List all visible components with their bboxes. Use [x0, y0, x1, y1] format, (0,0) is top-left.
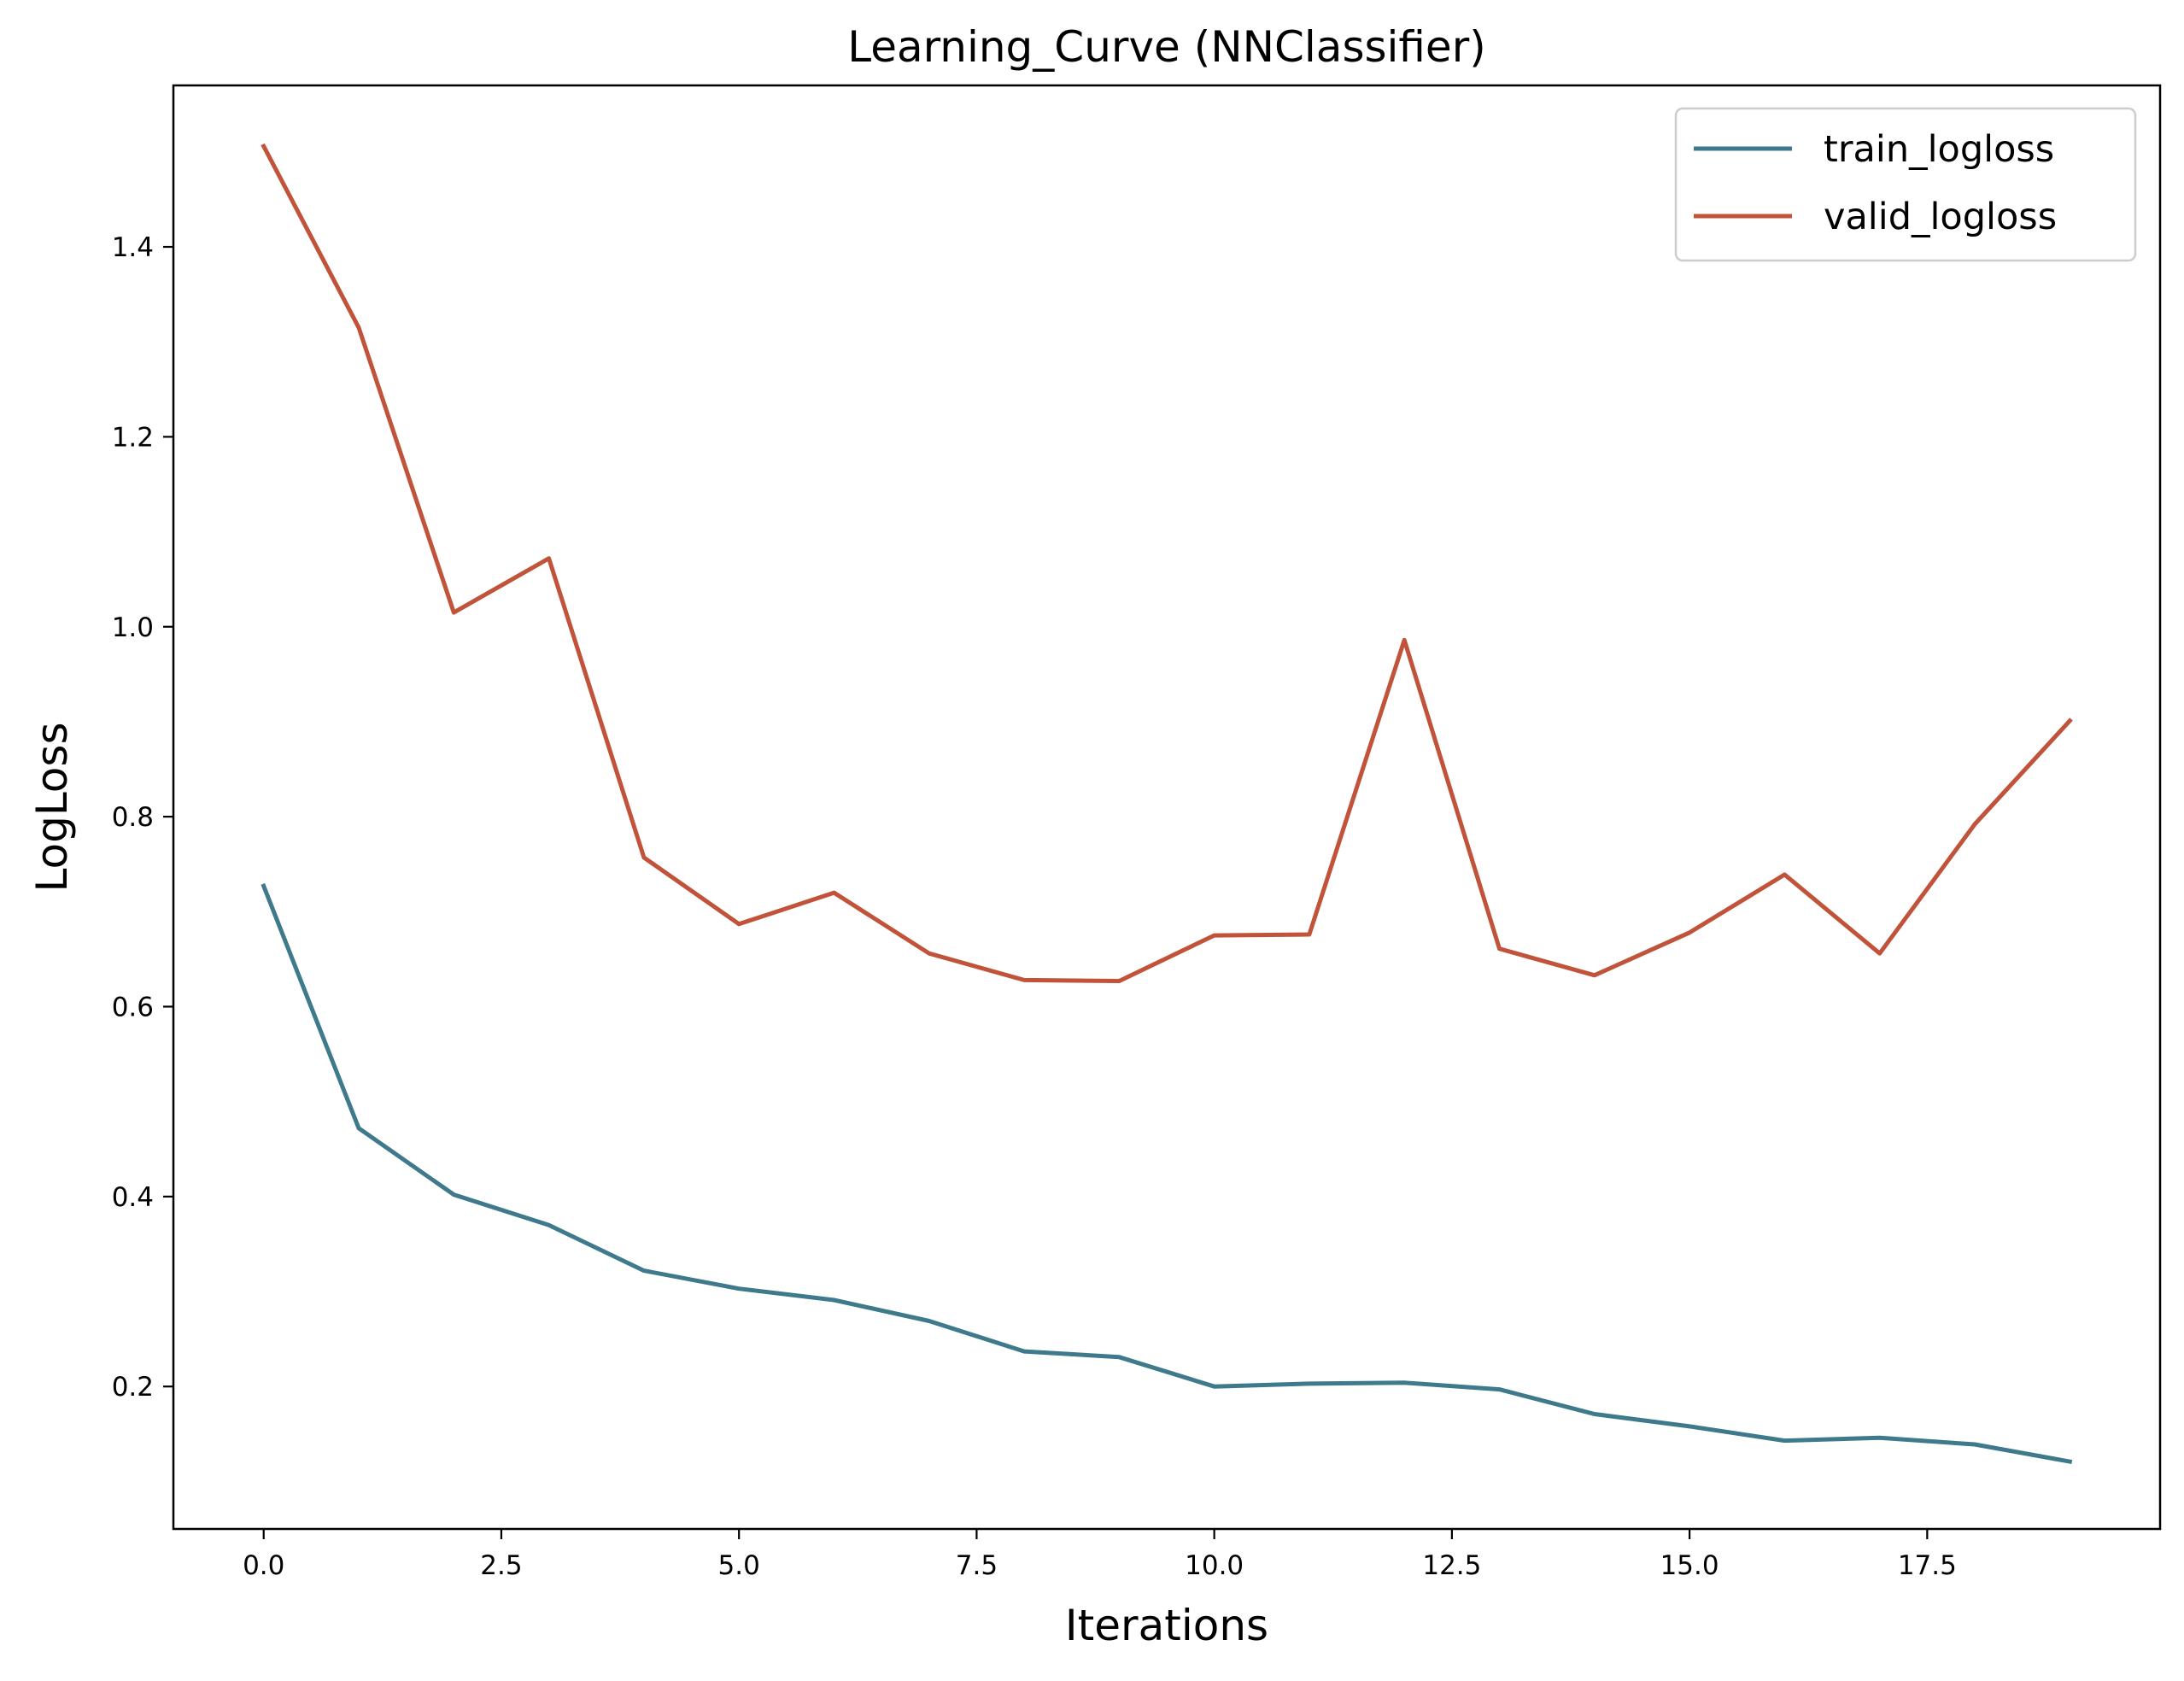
series-line-train-logloss: [261, 883, 2073, 1465]
x-tick-label: 5.0: [718, 1550, 760, 1581]
y-axis-label: LogLoss: [27, 723, 77, 893]
y-tick-label: 0.8: [112, 802, 154, 833]
legend-label-valid: valid_logloss: [1824, 196, 2057, 238]
plot-area-frame: [172, 84, 2162, 1531]
series-line-valid-logloss: [261, 143, 2073, 983]
y-axis-ticks: 0.2 0.4 0.6 0.8 1.0 1.2 1.4: [112, 232, 173, 1403]
y-tick-label: 0.4: [112, 1182, 154, 1213]
x-axis-ticks: 0.0 2.5 5.0 7.5 10.0 12.5 15.0 17.5: [243, 1529, 1957, 1581]
x-tick-label: 17.5: [1898, 1550, 1957, 1581]
y-tick-label: 1.0: [112, 612, 154, 643]
y-tick-label: 0.6: [112, 992, 154, 1022]
x-tick-label: 0.0: [243, 1550, 284, 1581]
x-tick-label: 15.0: [1660, 1550, 1719, 1581]
x-tick-label: 10.0: [1185, 1550, 1244, 1581]
legend-label-train: train_logloss: [1824, 128, 2054, 171]
y-tick-label: 0.2: [112, 1372, 154, 1403]
x-axis-label: Iterations: [1065, 1601, 1268, 1650]
x-tick-label: 12.5: [1422, 1550, 1481, 1581]
y-tick-label: 1.4: [112, 232, 154, 263]
legend: train_logloss valid_logloss: [1674, 107, 2137, 262]
y-tick-label: 1.2: [112, 422, 154, 453]
series-lines: [261, 143, 2073, 1465]
x-tick-label: 7.5: [956, 1550, 998, 1581]
chart-title: Learning_Curve (NNClassifier): [847, 22, 1486, 72]
x-tick-label: 2.5: [480, 1550, 522, 1581]
